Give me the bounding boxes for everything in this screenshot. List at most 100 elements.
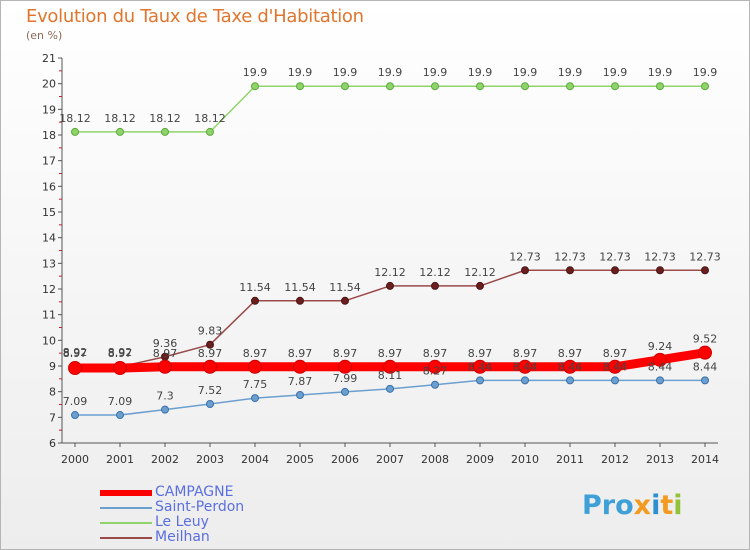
data-label: 8.97 [513,347,538,360]
data-point [701,376,709,385]
legend-swatch-meilhan [100,537,152,539]
data-label: 8.97 [108,347,133,360]
series-layer [68,82,712,420]
data-label: 8.97 [333,347,358,360]
data-label: 7.99 [333,372,358,385]
data-label: 7.09 [108,395,133,408]
data-point [158,359,172,374]
data-label: 8.97 [423,347,448,360]
data-point [386,82,394,91]
data-point [203,359,217,374]
legend-label-campagne: CAMPAGNE [155,484,234,500]
data-label: 18.12 [104,112,136,125]
data-label: 18.12 [149,112,181,125]
data-point [293,359,307,374]
data-label: 8.44 [558,360,583,373]
data-label: 8.44 [648,360,673,373]
data-label: 19.9 [378,66,403,79]
data-point [248,359,262,374]
data-label: 19.9 [423,66,448,79]
y-tick-label: 21 [42,52,56,65]
data-point [611,376,619,385]
series-line-le-leuy [74,85,706,133]
data-label: 12.73 [599,250,631,263]
data-label: 8.44 [693,360,718,373]
data-label: 19.9 [693,66,718,79]
data-label: 9.83 [198,325,223,338]
data-label: 8.97 [468,347,493,360]
data-label: 18.12 [194,112,226,125]
data-label: 8.97 [243,347,268,360]
data-label: 12.12 [374,266,406,279]
data-point [698,345,712,360]
data-point [611,82,619,91]
x-tick-label: 2011 [556,453,584,466]
data-labels-layer: 8.92 8.92 8.97 8.97 8.97 8.97 8.97 8.97 8.97 8.97… [59,66,721,408]
y-tick-label: 19 [42,103,56,116]
data-point [161,405,169,414]
data-label: 12.73 [689,250,721,263]
x-tick-label: 2002 [151,453,179,466]
y-tick-label: 6 [49,437,56,450]
data-label: 18.12 [59,112,91,125]
data-point [206,127,214,136]
legend-label-le-leuy: Le Leuy [155,514,209,530]
data-point [206,340,214,349]
data-label: 7.3 [156,390,174,403]
data-point [566,266,574,275]
data-label: 19.9 [468,66,493,79]
data-label: 12.73 [509,250,541,263]
y-tick-label: 7 [49,411,56,424]
data-point [71,411,79,420]
data-point [476,281,484,290]
x-tick-label: 2000 [61,453,89,466]
data-point [656,376,664,385]
x-tick-label: 2004 [241,453,269,466]
y-tick-label: 18 [42,129,56,142]
data-label: 19.9 [558,66,583,79]
x-tick-label: 2008 [421,453,449,466]
data-label: 12.73 [554,250,586,263]
data-label: 8.27 [423,365,448,378]
proxiti-logo: Proxiti [582,490,683,521]
y-tick-label: 12 [42,283,56,296]
data-label: 8.97 [198,347,223,360]
data-point [431,82,439,91]
data-point [701,266,709,275]
logo-part: x [633,490,652,521]
logo-part: i [673,490,683,521]
data-point [251,296,259,305]
data-label: 11.54 [329,281,361,294]
data-point [71,127,79,136]
data-point [476,376,484,385]
data-point [476,82,484,91]
data-label: 7.52 [198,384,223,397]
data-label: 19.9 [288,66,313,79]
y-tick-label: 9 [49,360,56,373]
y-tick-label: 17 [42,155,56,168]
data-label: 8.97 [378,347,403,360]
legend-label-saint-perdon: Saint-Perdon [155,499,245,515]
data-point [251,82,259,91]
y-tick-label: 11 [42,309,56,322]
x-tick-label: 2014 [691,453,719,466]
logo-part: Pro [582,490,634,521]
data-point [563,359,577,374]
x-tick-label: 2005 [286,453,314,466]
data-point [386,384,394,393]
data-point [656,266,664,275]
data-label: 8.97 [153,347,178,360]
data-point [251,394,259,403]
data-point [473,359,487,374]
y-tick-label: 15 [42,206,56,219]
data-point [296,391,304,400]
data-label: 9.52 [693,333,718,346]
chart-axes: 6 7 8 9 10 11 12 13 14 15 16 17 18 19 20 21 2000 2001 2002… [42,52,719,466]
x-tick-label: 2010 [511,453,539,466]
y-tick-label: 14 [42,232,56,245]
logo-part: i [651,490,661,521]
data-point [113,361,127,376]
y-tick-label: 16 [42,180,56,193]
data-label: 8.97 [603,347,628,360]
